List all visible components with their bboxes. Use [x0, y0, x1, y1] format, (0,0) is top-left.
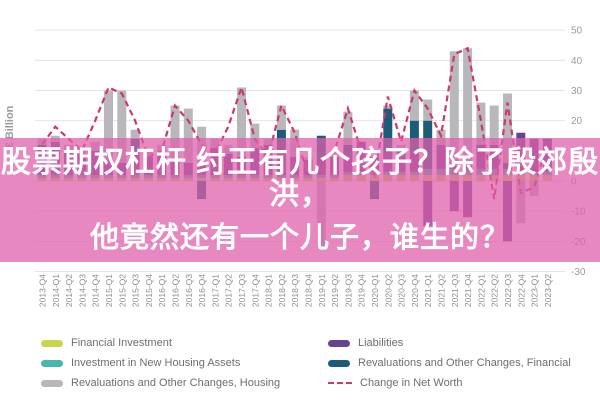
- x-tick-label: 2014-Q4: [91, 274, 101, 307]
- x-tick-label: 2014-Q2: [64, 274, 74, 307]
- x-tick-label: 2017-Q2: [224, 274, 234, 307]
- financial-investment-swatch-icon: [41, 339, 63, 347]
- y-tick-label: 30: [571, 86, 583, 97]
- bar-segment: [250, 123, 260, 148]
- net-worth-dashed-line-icon: [328, 382, 352, 384]
- x-tick-label: 2013-Q4: [38, 274, 48, 307]
- x-tick-label: 2022-Q4: [516, 274, 526, 307]
- bar-segment: [476, 102, 486, 145]
- bar-segment: [170, 105, 180, 160]
- revaluations-housing-swatch-icon: [41, 379, 63, 387]
- y-tick-label: 40: [571, 56, 583, 67]
- x-tick-label: 2020-Q3: [397, 274, 407, 307]
- x-tick-label: 2019-Q4: [357, 274, 367, 307]
- bar-segment: [183, 108, 193, 163]
- y-tick-label: 50: [571, 26, 583, 37]
- bar-segment: [409, 120, 419, 151]
- bar-segment: [117, 90, 127, 163]
- legend-label: Liabilities: [358, 337, 404, 349]
- legend-label: Investment in New Housing Assets: [71, 357, 241, 369]
- x-tick-label: 2023-Q2: [543, 274, 553, 307]
- revaluations-financial-swatch-icon: [328, 359, 350, 367]
- x-tick-label: 2015-Q3: [131, 274, 141, 307]
- x-tick-label: 2020-Q2: [383, 274, 393, 307]
- x-tick-label: 2015-Q1: [104, 274, 114, 307]
- legend-item-revaluations-financial: Revaluations and Other Changes, Financia…: [328, 356, 571, 370]
- bar-segment: [423, 99, 433, 121]
- x-tick-label: 2015-Q4: [144, 274, 154, 307]
- x-tick-label: 2022-Q1: [476, 274, 486, 307]
- x-tick-label: 2018-Q3: [290, 274, 300, 307]
- legend-label: Revaluations and Other Changes, Housing: [71, 377, 281, 389]
- legend-item-revaluations-housing: Revaluations and Other Changes, Housing: [41, 376, 280, 390]
- x-tick-label: 2015-Q2: [117, 274, 127, 307]
- x-tick-label: 2022-Q2: [490, 274, 500, 307]
- bar-segment: [463, 48, 473, 166]
- bar-segment: [503, 93, 512, 163]
- x-tick-label: 2017-Q3: [237, 274, 247, 307]
- x-tick-label: 2018-Q4: [304, 274, 314, 307]
- y-tick-label: -30: [571, 267, 586, 278]
- x-tick-label: 2014-Q3: [77, 274, 87, 307]
- x-tick-label: 2017-Q4: [250, 274, 260, 307]
- x-tick-label: 2021-Q4: [463, 274, 473, 307]
- headline-line-2: 他竟然还有一个儿子，谁生的？: [89, 222, 510, 254]
- x-tick-label: 2016-Q2: [171, 274, 181, 307]
- legend-label: Change in Net Worth: [360, 377, 463, 389]
- bar-segment: [130, 129, 140, 139]
- y-tick-label: 20: [571, 116, 583, 127]
- legend-item-financial-investment: Financial Investment: [41, 336, 172, 350]
- bar-segment: [449, 51, 459, 166]
- x-tick-label: 2021-Q3: [450, 274, 460, 307]
- x-tick-label: 2021-Q1: [423, 274, 433, 307]
- bar-segment: [383, 105, 393, 109]
- x-tick-label: 2019-Q1: [317, 274, 327, 307]
- bar-segment: [489, 105, 499, 145]
- x-tick-label: 2014-Q1: [51, 274, 61, 307]
- net-worth-line: [41, 46, 549, 200]
- x-tick-label: 2018-Q1: [264, 274, 274, 307]
- x-tick-label: 2019-Q2: [330, 274, 340, 307]
- x-tick-label: 2017-Q1: [210, 274, 220, 307]
- bar-segment: [237, 87, 246, 157]
- headline-line-1: 股票期权杠杆 纣王有几个孩子？除了殷郊殷洪，: [0, 146, 600, 211]
- bar-segment: [383, 108, 393, 154]
- x-tick-label: 2016-Q4: [197, 274, 207, 307]
- bar-segment: [409, 90, 419, 121]
- legend-item-liabilities: Liabilities: [328, 336, 403, 350]
- legend-item-change-in-net-worth: Change in Net Worth: [328, 376, 463, 390]
- x-tick-label: 2016-Q3: [184, 274, 194, 307]
- liabilities-swatch-icon: [328, 339, 350, 347]
- legend-label: Revaluations and Other Changes, Financia…: [358, 357, 571, 369]
- x-tick-label: 2023-Q1: [530, 274, 540, 307]
- x-tick-label: 2022-Q3: [503, 274, 513, 307]
- x-tick-label: 2021-Q2: [437, 274, 447, 307]
- legend-label: Financial Investment: [71, 337, 172, 349]
- bar-segment: [276, 105, 286, 130]
- x-tick-label: 2020-Q1: [370, 274, 380, 307]
- headline-overlay-band: 股票期权杠杆 纣王有几个孩子？除了殷郊殷洪， 他竟然还有一个儿子，谁生的？: [0, 138, 600, 262]
- new-housing-swatch-icon: [41, 359, 63, 367]
- bar-segment: [104, 90, 113, 160]
- x-tick-label: 2018-Q2: [277, 274, 287, 307]
- x-tick-label: 2016-Q1: [157, 274, 167, 307]
- legend-item-new-housing: Investment in New Housing Assets: [41, 356, 240, 370]
- bar-segment: [343, 111, 353, 145]
- x-tick-label: 2020-Q4: [410, 274, 420, 307]
- y-axis-title: € Billion: [4, 105, 16, 148]
- chart-legend: Financial Investment Investment in New H…: [0, 330, 600, 400]
- x-tick-label: 2019-Q3: [343, 274, 353, 307]
